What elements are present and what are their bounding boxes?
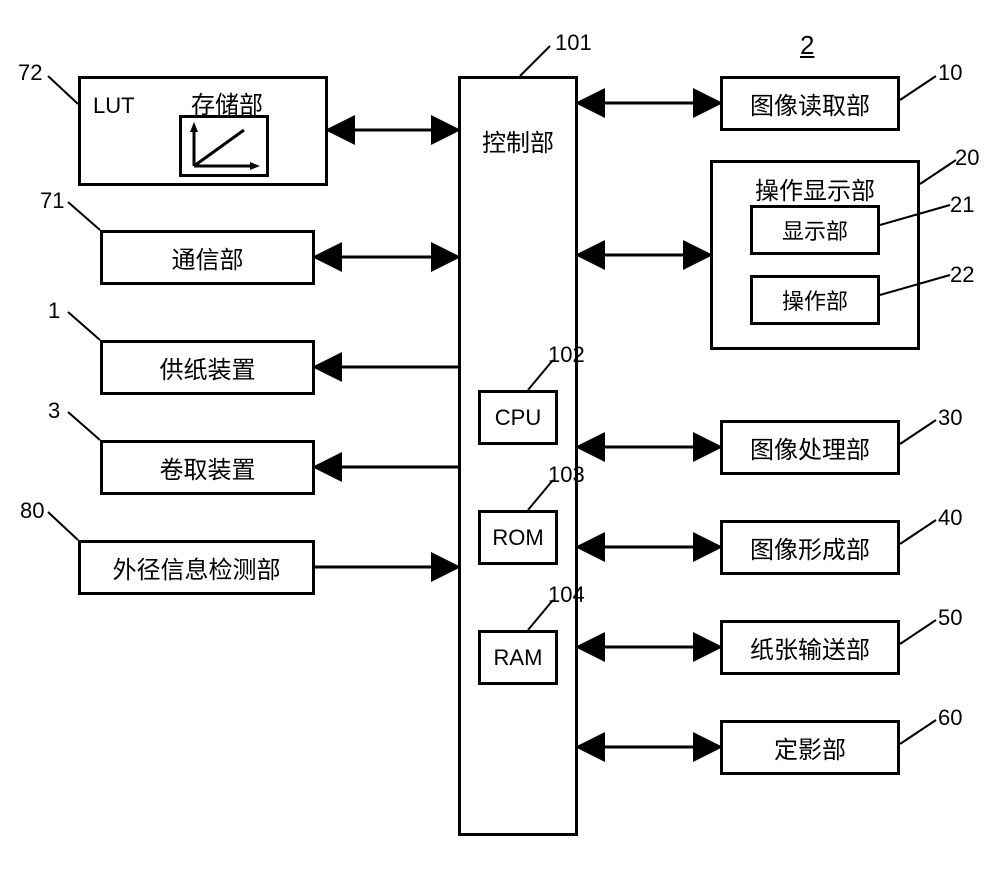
connectors: [0, 0, 1000, 884]
diagram-canvas: 2 控制部 101 CPU 102 ROM 103 RAM 104 LUT 存储…: [0, 0, 1000, 884]
